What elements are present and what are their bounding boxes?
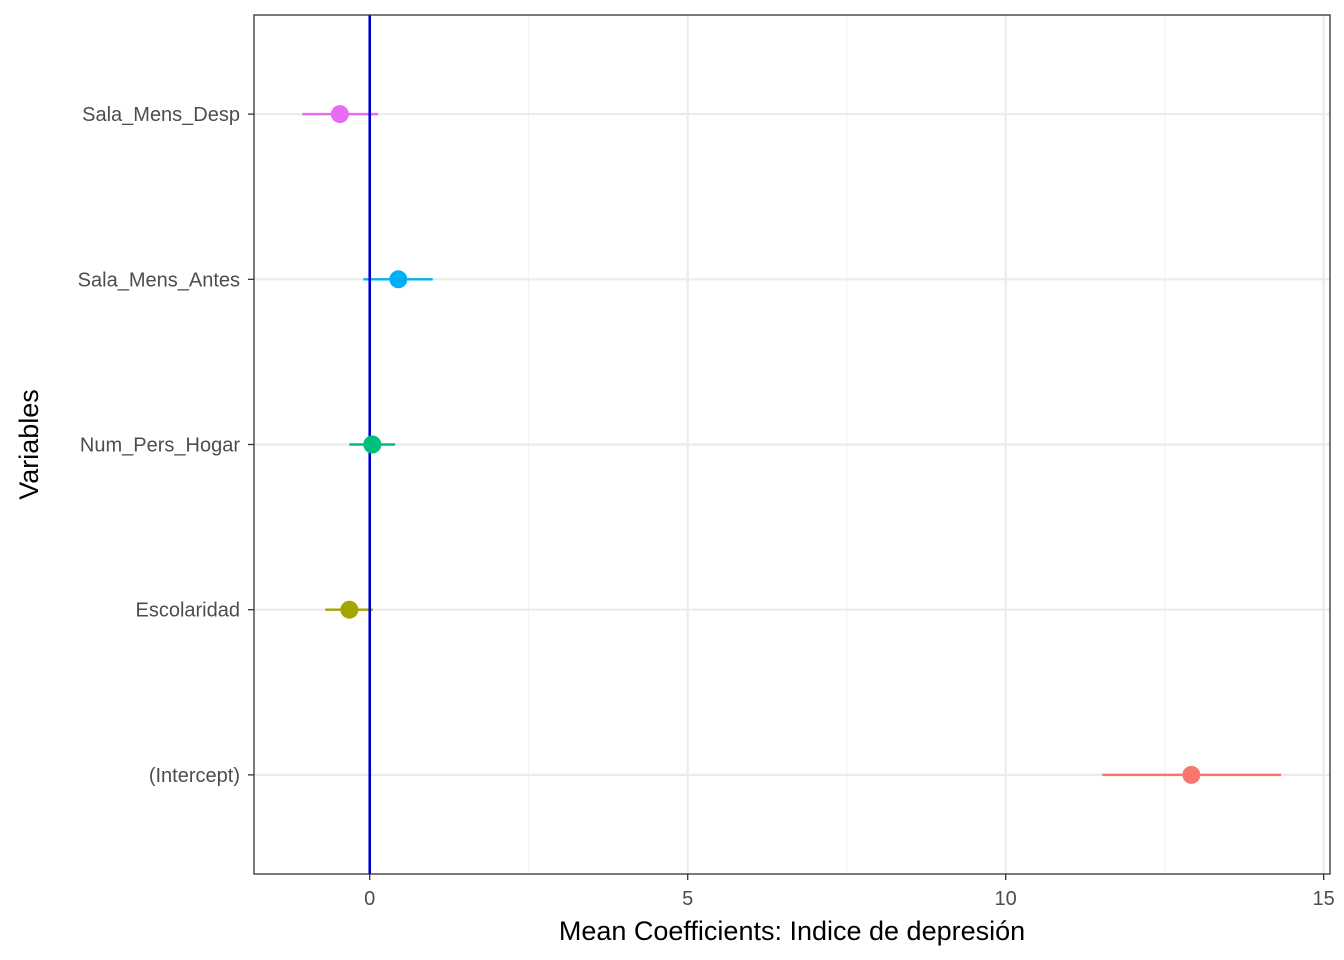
point-num_pers_hogar — [363, 435, 382, 454]
y-tick-label: Escolaridad — [135, 600, 240, 622]
y-tick-label: Num_Pers_Hogar — [80, 435, 240, 457]
x-tick-label: 15 — [1313, 888, 1335, 910]
x-axis-title: Mean Coefficients: Indice de depresión — [559, 916, 1025, 946]
coefficient-points — [330, 105, 1201, 784]
y-tick-label: (Intercept) — [149, 765, 240, 787]
y-tick-label: Sala_Mens_Antes — [78, 269, 240, 291]
y-axis: (Intercept) Escolaridad Num_Pers_Hogar Sala… — [78, 104, 254, 787]
x-tick-label: 5 — [682, 888, 693, 910]
x-axis: 0 5 10 15 — [364, 874, 1335, 910]
point-sala_mens_desp — [330, 105, 349, 124]
y-tick-label: Sala_Mens_Desp — [82, 104, 240, 126]
major-gridlines — [254, 15, 1330, 874]
x-tick-label: 10 — [995, 888, 1017, 910]
point-sala_mens_antes — [389, 270, 408, 289]
point-intercept — [1182, 765, 1201, 784]
y-axis-title: Variables — [14, 389, 44, 500]
point-escolaridad — [340, 600, 359, 619]
x-tick-label: 0 — [364, 888, 375, 910]
